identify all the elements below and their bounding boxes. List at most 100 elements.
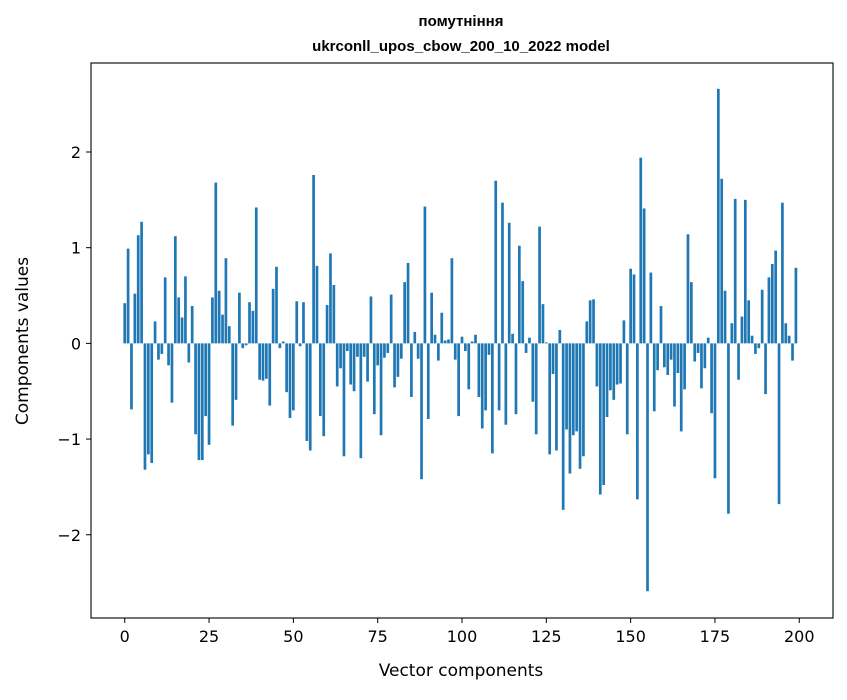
bar-121 (531, 343, 535, 402)
x-tick-label: 125 (531, 627, 562, 646)
bar-151 (632, 274, 636, 344)
bar-28 (217, 290, 221, 344)
bar-196 (784, 323, 788, 344)
bar-103 (470, 341, 474, 344)
bar-85 (410, 343, 413, 397)
bar-101 (464, 343, 467, 352)
bar-41 (261, 343, 265, 381)
bar-19 (187, 343, 191, 363)
bar-26 (211, 297, 214, 344)
bar-54 (305, 343, 309, 441)
bar-12 (163, 277, 167, 344)
bar-4 (136, 235, 140, 344)
bar-163 (673, 343, 676, 407)
bar-130 (561, 343, 565, 510)
bar-50 (292, 343, 295, 411)
bar-63 (335, 343, 339, 387)
bar-1 (126, 248, 130, 344)
bar-120 (528, 337, 531, 344)
x-tick-label: 200 (784, 627, 815, 646)
bar-114 (507, 222, 511, 344)
x-tick-label: 50 (283, 627, 303, 646)
bar-79 (389, 294, 393, 344)
bar-89 (423, 206, 427, 344)
plot-frame (90, 62, 834, 619)
bar-48 (285, 343, 288, 393)
bar-2 (130, 343, 133, 410)
bar-92 (433, 334, 437, 344)
bar-128 (555, 343, 558, 451)
bar-99 (457, 343, 460, 417)
bars-group (123, 88, 798, 592)
x-tick-label: 150 (615, 627, 646, 646)
bar-181 (733, 198, 737, 344)
y-tick-label: 2 (71, 143, 81, 162)
y-tick-label: 1 (71, 239, 81, 258)
bar-161 (666, 343, 670, 375)
bar-125 (544, 342, 548, 344)
bar-57 (315, 265, 319, 344)
y-tick-label: −1 (57, 430, 81, 449)
chart-title: помутніння (419, 13, 504, 30)
x-tick-label: 25 (199, 627, 219, 646)
x-tick-label: 75 (368, 627, 388, 646)
bar-87 (416, 343, 420, 359)
bar-33 (234, 343, 238, 400)
bar-64 (339, 343, 342, 369)
bar-117 (517, 245, 521, 344)
bar-69 (356, 343, 359, 357)
bar-3 (133, 293, 137, 344)
bar-140 (595, 343, 599, 387)
bar-55 (308, 343, 312, 451)
bar-192 (770, 263, 774, 344)
bar-126 (548, 343, 552, 455)
bar-189 (760, 289, 764, 344)
bar-164 (676, 343, 680, 374)
bar-56 (312, 174, 315, 344)
bar-65 (342, 343, 346, 457)
bar-137 (585, 321, 589, 344)
bar-67 (349, 343, 353, 385)
bar-84 (406, 262, 410, 344)
bar-142 (602, 343, 606, 485)
bar-0 (123, 303, 127, 344)
bar-96 (447, 339, 450, 344)
bar-170 (696, 343, 700, 353)
bar-148 (622, 320, 626, 344)
bar-15 (173, 236, 177, 344)
bar-46 (278, 343, 282, 349)
bar-177 (720, 178, 724, 344)
bar-108 (487, 343, 491, 355)
bar-70 (359, 343, 363, 459)
y-tick-label: 0 (71, 334, 81, 353)
bar-78 (386, 343, 390, 353)
bar-158 (656, 343, 659, 371)
bar-154 (642, 208, 646, 344)
y-axis-ticks: −2 −1 0 1 2 (57, 143, 91, 545)
bar-22 (197, 343, 201, 461)
x-axis-ticks: 0 25 50 75 100 125 150 175 200 (120, 618, 815, 646)
x-axis-label: Vector components (379, 661, 544, 681)
bar-131 (565, 343, 568, 430)
bar-150 (629, 268, 632, 344)
bar-16 (177, 297, 181, 344)
bar-47 (281, 341, 285, 344)
bar-113 (504, 343, 508, 425)
bar-93 (437, 343, 440, 361)
bar-5 (140, 221, 143, 344)
bar-186 (750, 335, 754, 344)
bar-183 (740, 316, 744, 344)
bar-35 (241, 343, 245, 349)
bar-81 (396, 343, 400, 377)
bar-109 (491, 343, 494, 454)
bar-30 (224, 258, 228, 344)
bar-115 (511, 333, 514, 344)
bar-23 (200, 343, 204, 461)
bar-107 (484, 343, 487, 411)
bar-75 (376, 343, 380, 366)
bar-104 (474, 334, 477, 344)
bar-133 (571, 343, 575, 436)
bar-13 (167, 343, 170, 366)
bar-18 (184, 276, 187, 344)
bar-73 (369, 296, 373, 344)
